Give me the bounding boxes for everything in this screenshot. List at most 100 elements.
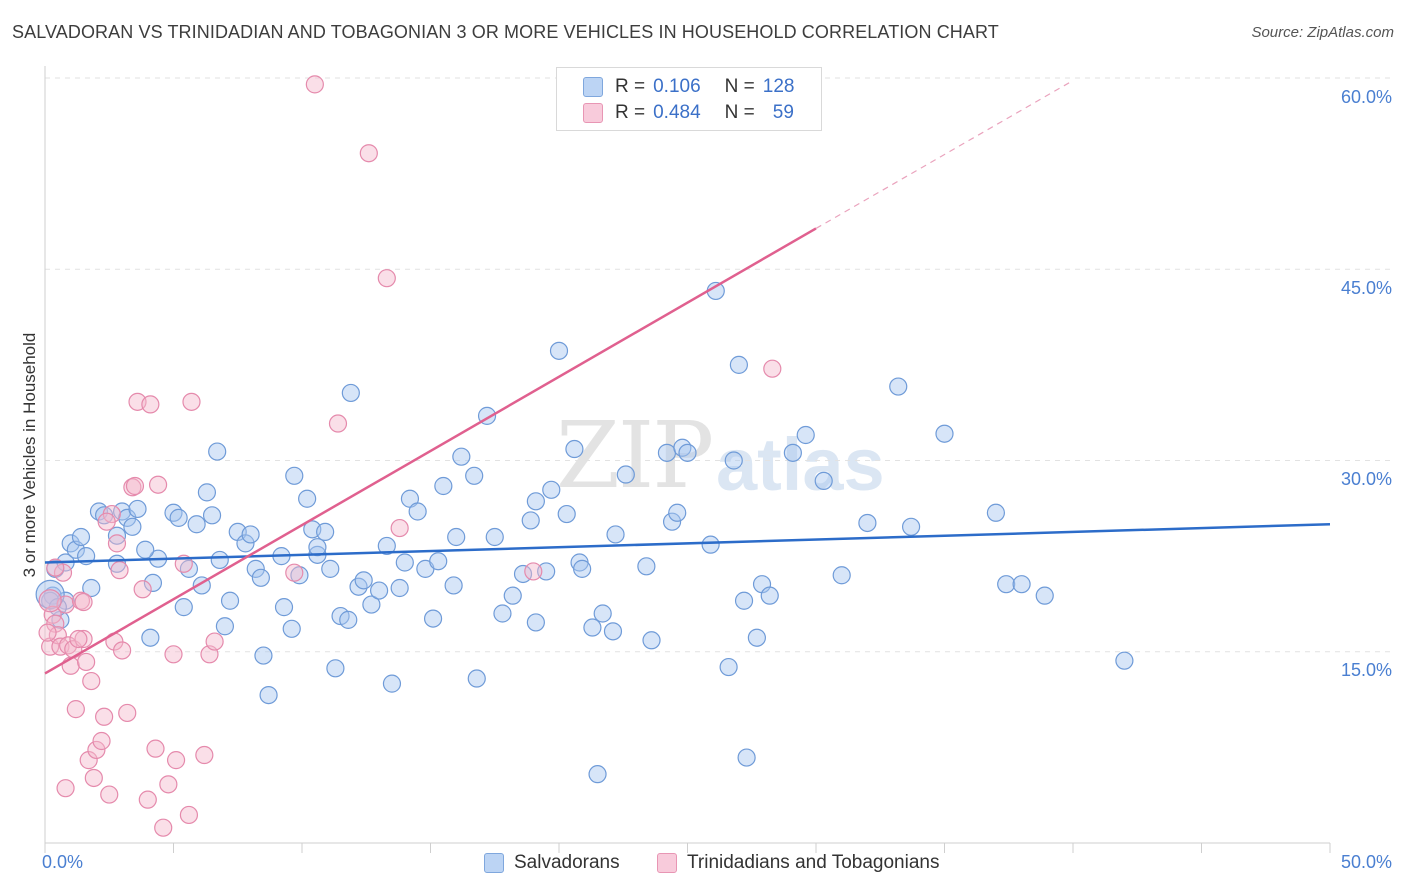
salvadoran-point bbox=[282, 619, 301, 638]
salvadoran-point bbox=[354, 571, 373, 590]
trinidadian-point bbox=[763, 359, 782, 378]
salvadoran-point bbox=[136, 540, 155, 559]
salvadoran-point bbox=[202, 506, 222, 525]
salvadoran-point bbox=[673, 438, 692, 457]
trinidadian-point bbox=[146, 739, 165, 758]
trinidadian-point bbox=[84, 768, 103, 788]
salvadoran-point bbox=[662, 512, 682, 531]
salvadoran-point bbox=[71, 527, 91, 547]
legend-n-label: N = bbox=[724, 102, 755, 123]
salvadoran-point bbox=[423, 609, 443, 628]
trinidadian-point bbox=[179, 805, 199, 825]
salvadoran-point bbox=[729, 355, 749, 374]
y-tick-45: 45.0% bbox=[1340, 278, 1392, 298]
salvadoran-point bbox=[326, 659, 345, 678]
salvadoran-point bbox=[493, 604, 512, 623]
watermark-zip: ZIP bbox=[556, 402, 714, 509]
salvadoran-point bbox=[1012, 575, 1031, 594]
salvadoran-point bbox=[128, 499, 147, 519]
chart-title: SALVADORAN VS TRINIDADIAN AND TOBAGONIAN… bbox=[12, 22, 999, 42]
salvadoran-point bbox=[657, 443, 677, 462]
trend-lines bbox=[44, 80, 1331, 675]
salvadoran-point bbox=[316, 522, 335, 542]
salvadoran-point bbox=[616, 465, 635, 484]
trinidadian-point bbox=[390, 518, 409, 538]
trinidadian-point bbox=[79, 751, 98, 770]
salvadoran-point bbox=[701, 535, 720, 554]
legend-r-value: 0.484 bbox=[653, 102, 701, 123]
salvadoran-point bbox=[210, 550, 229, 570]
salvadoran-point bbox=[526, 492, 545, 511]
salvadoran-point bbox=[220, 591, 240, 610]
salvadoran-point bbox=[259, 685, 278, 705]
salvadoran-point bbox=[542, 480, 561, 499]
salvadoran-point bbox=[1035, 586, 1054, 605]
trinidadian-trend-extension bbox=[815, 80, 1074, 229]
salvadoran-point bbox=[485, 527, 504, 547]
salvadoran-point bbox=[408, 502, 427, 521]
salvadoran-point bbox=[339, 610, 358, 629]
salvadoran-point bbox=[465, 466, 484, 485]
salvadoran-point bbox=[997, 575, 1016, 594]
trinidadian-point bbox=[74, 629, 93, 649]
legend-row-trinidadians: R = 0.484 N = 59 bbox=[583, 100, 794, 126]
salvadoran-point bbox=[82, 578, 101, 598]
salvadoran-point bbox=[606, 525, 625, 544]
trinidadian-point bbox=[38, 623, 57, 642]
x-tick-50: 50.0% bbox=[1340, 852, 1392, 872]
salvadoran-point bbox=[796, 425, 815, 445]
salvadoran-point bbox=[565, 439, 584, 459]
trinidadian-point bbox=[125, 476, 145, 496]
salvadoran-point bbox=[429, 552, 448, 571]
trinidadian-point bbox=[524, 562, 543, 581]
trinidadian-point bbox=[138, 790, 157, 809]
salvadoran-point bbox=[734, 591, 754, 610]
trinidadians-points bbox=[38, 75, 782, 837]
trinidadian-point bbox=[38, 589, 62, 613]
salvadoran-point bbox=[986, 503, 1006, 522]
salvadoran-point bbox=[521, 511, 540, 530]
salvadoran-point bbox=[390, 578, 409, 598]
trinidadian-point bbox=[195, 745, 214, 765]
salvadoran-point bbox=[678, 443, 697, 462]
trinidadian-point bbox=[205, 632, 224, 651]
trinidadian-point bbox=[141, 395, 160, 414]
salvadoran-point bbox=[452, 447, 471, 466]
salvadoran-point bbox=[290, 566, 309, 585]
source-label: Source: ZipAtlas.com bbox=[1251, 24, 1394, 41]
salvadoran-point bbox=[236, 534, 255, 553]
salvadoran-point bbox=[444, 576, 463, 595]
trinidadian-point bbox=[148, 475, 168, 494]
trinidadian-point bbox=[305, 75, 324, 94]
bottom-legend-label: Trinidadians and Tobagonians bbox=[687, 852, 940, 873]
trinidadian-point bbox=[154, 818, 173, 837]
legend-n-value: 128 bbox=[762, 76, 795, 97]
salvadoran-point bbox=[603, 622, 623, 641]
trinidadian-point bbox=[377, 269, 396, 288]
watermark-atlas: atlas bbox=[716, 423, 885, 506]
y-tick-15: 15.0% bbox=[1340, 660, 1392, 680]
salvadoran-point bbox=[274, 598, 294, 617]
salvadoran-point bbox=[724, 451, 743, 470]
salvadoran-point bbox=[901, 517, 921, 536]
salvadoran-point bbox=[832, 566, 851, 585]
salvadoran-point bbox=[241, 525, 260, 544]
salvadoran-point bbox=[362, 595, 381, 614]
salvadoran-point bbox=[637, 557, 656, 576]
bottom-legend-salvadorans: Salvadorans bbox=[484, 852, 620, 874]
trinidadian-point bbox=[182, 392, 201, 411]
salvadoran-point bbox=[215, 617, 234, 636]
bottom-legend-swatch-blue bbox=[484, 853, 504, 873]
salvadoran-point bbox=[118, 508, 137, 527]
salvadoran-point bbox=[285, 466, 304, 485]
salvadoran-point bbox=[503, 586, 522, 605]
salvadoran-point bbox=[377, 536, 396, 556]
salvadoran-point bbox=[341, 383, 360, 403]
salvadoran-point bbox=[308, 538, 327, 557]
y-axis-label: 3 or more Vehicles in Household bbox=[20, 332, 39, 578]
trinidadian-point bbox=[92, 731, 111, 751]
trinidadian-point bbox=[159, 775, 178, 794]
legend-r-value: 0.106 bbox=[653, 76, 701, 97]
trinidadian-point bbox=[97, 512, 116, 531]
